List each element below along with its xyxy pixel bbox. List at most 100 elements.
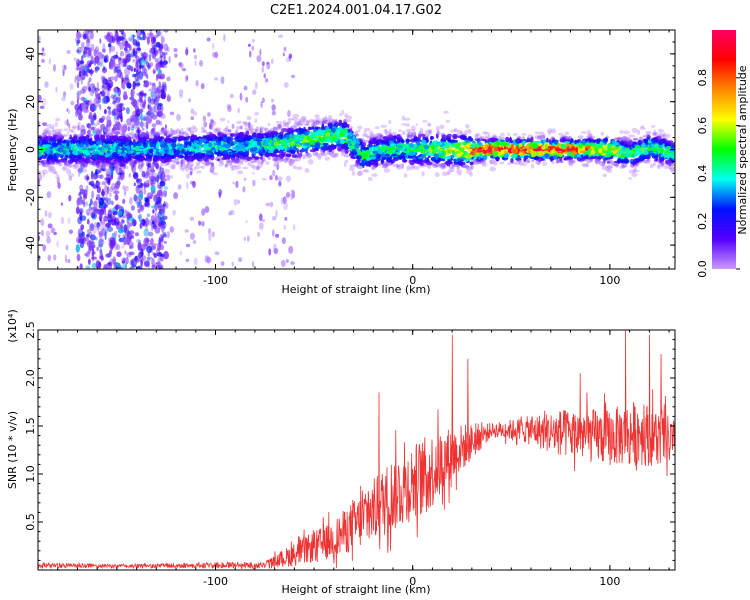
heatmap-cell [85,38,91,47]
heatmap-cell [150,98,155,105]
heatmap-cell [157,257,161,264]
heatmap-cell [269,175,273,181]
heatmap-cell [293,159,298,162]
heatmap-cell [128,36,133,42]
heatmap-cell [118,30,122,33]
heatmap-cell [157,202,163,211]
heatmap-cell [209,122,212,130]
heatmap-cell [81,168,88,173]
heatmap-cell [85,185,89,193]
heatmap-cell [435,133,439,139]
heatmap-cell [105,253,111,258]
heatmap-cell [38,94,42,102]
heatmap-cell [507,132,511,137]
heatmap-cell [107,106,111,110]
heatmap-cell [264,147,268,152]
heatmap-cell [149,47,155,54]
heatmap-cell [153,253,158,258]
heatmap-cell [162,178,167,182]
heatmap-cell [145,223,148,232]
heatmap-cell [70,100,75,106]
heatmap-cell [106,83,110,91]
heatmap-cell [292,113,300,118]
heatmap-cell [539,135,546,141]
heatmap-cell [265,202,270,207]
heatmap-cell [285,175,291,183]
heatmap-cell [55,117,61,122]
heatmap-cell [95,94,99,100]
heatmap-cell [111,24,115,28]
heatmap-cell [285,191,291,198]
heatmap-cell [145,217,149,227]
heatmap-cell [99,238,105,242]
heatmap-cell [116,244,121,251]
heatmap-cell [92,207,99,214]
heatmap-cell [161,173,168,178]
heatmap-cell [60,216,65,225]
heatmap-cell [380,124,387,128]
heatmap-cell [139,204,145,211]
heatmap-cell [144,200,150,207]
heatmap-cell [259,127,262,135]
heatmap-cell [161,210,165,216]
heatmap-cell [72,163,79,168]
heatmap-cell [51,227,56,234]
heatmap-cell [39,105,45,110]
heatmap-cell [189,171,193,176]
heatmap-cell [104,191,108,197]
heatmap-cell [211,231,215,238]
heatmap-cell [189,216,195,221]
heatmap-cell [248,121,251,129]
heatmap-cell [179,62,185,69]
heatmap-cell [154,58,158,63]
heatmap-cell [113,116,118,124]
heatmap-cell [42,171,45,178]
heatmap-cell [137,185,141,189]
heatmap-cell [151,127,155,134]
heatmap-cell [116,69,122,78]
heatmap-cell [155,270,157,274]
heatmap-cell [101,53,104,59]
heatmap-cell [124,40,129,49]
heatmap-cell [134,196,140,204]
heatmap-cell [164,85,167,93]
heatmap-cell [136,258,142,262]
heatmap-cell [164,253,168,259]
heatmap-cell [155,41,161,48]
heatmap-cell [76,81,80,89]
heatmap-cell [143,121,149,128]
heatmap-cell [271,58,274,65]
heatmap-cell [495,157,500,162]
heatmap-cell [132,39,138,46]
heatmap-cell [185,154,189,158]
heatmap-cell [150,47,156,55]
heatmap-cell [119,50,125,57]
heatmap-cell [512,133,518,136]
heatmap-cell [78,233,83,243]
heatmap-cell [602,173,607,178]
heatmap-cell [90,224,95,230]
heatmap-cell [196,146,200,149]
heatmap-cell [129,222,135,227]
heatmap-cell [131,164,136,174]
heatmap-cell [134,117,140,126]
heatmap-cell [236,120,242,124]
heatmap-cell [139,219,144,228]
heatmap-cell [268,248,272,256]
heatmap-cell [97,166,102,171]
heatmap-cell [162,64,167,69]
heatmap-cell [106,35,113,43]
heatmap-cell [292,224,296,231]
heatmap-cell [130,205,135,211]
heatmap-cell [74,75,77,84]
heatmap-cell [68,109,70,115]
heatmap-cell [214,251,220,256]
heatmap-cell [73,57,77,62]
heatmap-cell [75,244,81,253]
heatmap-cell [96,167,100,172]
heatmap-cell [85,265,91,269]
heatmap-cell [113,54,119,59]
heatmap-cell [137,242,142,251]
heatmap-cell [357,129,361,133]
heatmap-cell [157,238,164,246]
